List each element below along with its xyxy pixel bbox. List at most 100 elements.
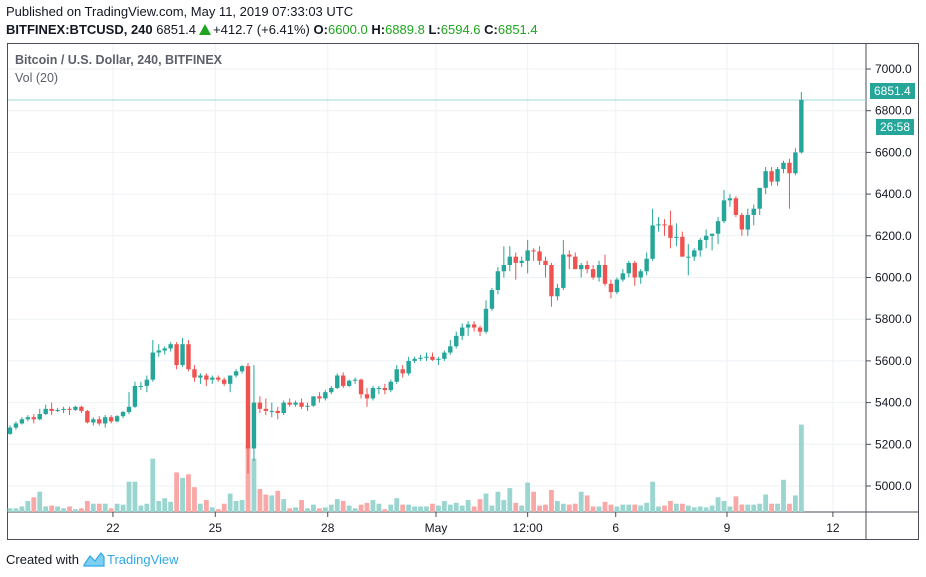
volume-bar [209,507,215,512]
tradingview-link[interactable]: TradingView [83,551,179,567]
candle [698,237,703,257]
candle [418,354,423,361]
candle [132,381,138,408]
volume-bar [584,495,590,512]
volume-bar [287,508,293,512]
candle-body [204,375,209,380]
volume-bar [364,502,370,512]
candle-body [668,225,673,238]
candle-body [650,225,655,259]
candle-body [299,402,304,407]
candle [507,246,512,272]
candle-body [341,375,346,386]
volume-bar [269,495,275,512]
candle [370,385,376,401]
candle-body [590,269,596,278]
volume-bar [322,507,328,512]
candle-body [317,396,322,399]
price-chart[interactable]: 5000.0 5200.0 5400.0 5600.0 5800.0 6000.0 6200… [0,0,926,545]
candle-body [430,356,435,360]
candle-body [543,260,548,265]
volume-bar [679,503,685,512]
candle [448,340,453,355]
candle [305,402,310,411]
y-tick-label: 5000.0 [875,479,912,493]
candle-body [769,171,774,182]
candle [460,323,465,341]
volume-bar [394,498,400,512]
volume-bar [186,474,191,512]
volume-bar [668,500,673,512]
volume-bar [251,458,257,512]
volume-bar [798,424,804,512]
tradingview-logo-icon [83,552,105,567]
candle-body [454,335,459,347]
candle-body [418,357,423,359]
volume-bar [781,479,786,512]
candle [180,337,185,368]
candle-body [632,262,637,278]
volume-bar [79,508,84,512]
candle-body [626,262,631,274]
candle [519,256,524,268]
price-change: +412.7 (+6.41%) [213,22,310,37]
candle [138,381,144,391]
candle [275,406,280,420]
volume-bar [495,491,501,512]
volume-bar [406,504,412,512]
candle-body [567,254,572,257]
x-tick-label: 28 [321,521,335,535]
candle-body [727,198,733,201]
volume-bar [519,505,525,512]
candle-body [477,327,483,332]
volume-bar [555,500,560,512]
candle [531,248,536,261]
volume-bar [465,500,471,512]
bar-countdown-label: 26:58 [876,119,915,135]
volume-bar [412,506,417,512]
candle-body [739,214,745,230]
volume-bar [578,491,584,512]
volume-bar [418,506,423,512]
candle-body [763,171,768,188]
chart-frame[interactable] [7,43,919,540]
candle-body [233,371,239,376]
candle-body [293,402,298,405]
candle-body [25,417,31,420]
candle [668,210,673,249]
volume-bar [459,505,465,512]
volume-bar [317,508,322,512]
candle [567,250,572,270]
volume-bar [311,504,316,512]
candle [650,208,655,261]
created-with-label: Created with [6,551,79,567]
candle-body [781,162,786,170]
volume-bar [721,500,727,512]
volume-bar [281,499,287,512]
x-tick-label: 22 [106,521,120,535]
candle-body [120,411,126,417]
candle [323,390,328,401]
y-tick-label: 5600.0 [875,354,912,368]
volume-bar [162,498,168,512]
volume-bar [215,509,221,512]
volume-bar [763,494,769,512]
volume-bar [90,503,96,512]
volume-bar [120,504,126,512]
candle-body [793,152,798,174]
volume-bar [632,504,638,512]
candle-body [114,416,120,422]
candle-body [715,221,721,234]
volume-bar [441,500,447,512]
candle-body [662,224,667,226]
candle [727,194,733,207]
candle [745,208,750,236]
candle-body [460,327,465,336]
candle-body [573,256,578,270]
x-tick-label: 9 [724,521,731,535]
candle-body [7,427,13,434]
candle [454,331,459,349]
x-tick-label: May [425,521,448,535]
candle-body [227,375,233,384]
candle [692,248,697,261]
